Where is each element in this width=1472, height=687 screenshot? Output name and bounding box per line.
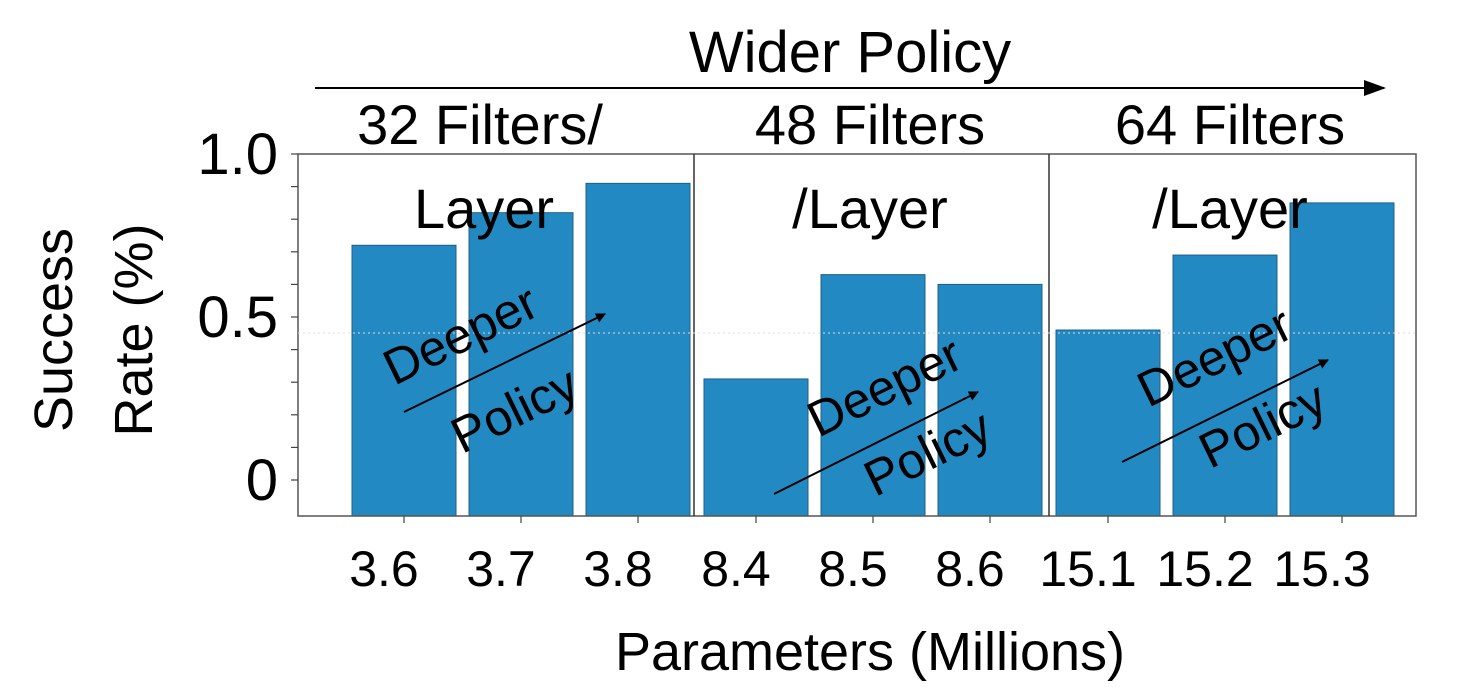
y-tick-label: 1.0 <box>197 122 278 187</box>
x-tick-label: 3.6 <box>349 541 419 597</box>
y-tick-label: 0 <box>246 448 278 513</box>
bar-8.5 <box>820 274 926 517</box>
group-label-3-line2: /Layer <box>1152 177 1308 240</box>
bar-8.4 <box>703 378 809 517</box>
x-tick-label: 15.3 <box>1273 541 1370 597</box>
group-label-1-line1: 32 Filters/ <box>357 93 603 156</box>
y-ticks-group: 0 0.5 1.0 <box>197 122 298 513</box>
plot-frame <box>297 153 1417 517</box>
x-axis-label: Parameters (Millions) <box>615 622 1125 682</box>
y-axis-label-line2: Rate (%) <box>104 223 164 436</box>
bar-15.1 <box>1055 329 1161 517</box>
x-tick-label: 8.6 <box>935 541 1005 597</box>
bar-15.2 <box>1172 254 1278 517</box>
bars-group <box>351 182 1395 517</box>
bar-15.3 <box>1289 202 1395 517</box>
y-tick-label: 0.5 <box>197 285 278 350</box>
bar-3.7 <box>468 212 574 517</box>
group-label-3-line1: 64 Filters <box>1115 93 1345 156</box>
y-axis-label-line1: Success <box>24 228 84 432</box>
x-ticks-group: 3.6 3.7 3.8 8.4 8.5 8.6 15.1 15.2 15.3 <box>349 516 1371 597</box>
group-label-2-line2: /Layer <box>792 177 948 240</box>
deeper-arrow-2 <box>773 391 979 495</box>
x-tick-label: 3.7 <box>466 541 536 597</box>
x-tick-label: 8.5 <box>818 541 888 597</box>
group-label-1-line2: Layer <box>414 177 554 240</box>
group-label-2-line1: 48 Filters <box>755 93 985 156</box>
x-tick-label: 8.4 <box>701 541 771 597</box>
x-tick-label: 15.2 <box>1156 541 1253 597</box>
bar-8.6 <box>937 283 1043 517</box>
x-tick-label: 15.1 <box>1039 541 1136 597</box>
x-tick-label: 3.8 <box>583 541 653 597</box>
deeper-arrow-3 <box>1121 359 1329 463</box>
chart-title: Wider Policy <box>689 20 1011 85</box>
deeper-arrow-1 <box>403 313 606 413</box>
bar-3.8 <box>585 182 691 517</box>
